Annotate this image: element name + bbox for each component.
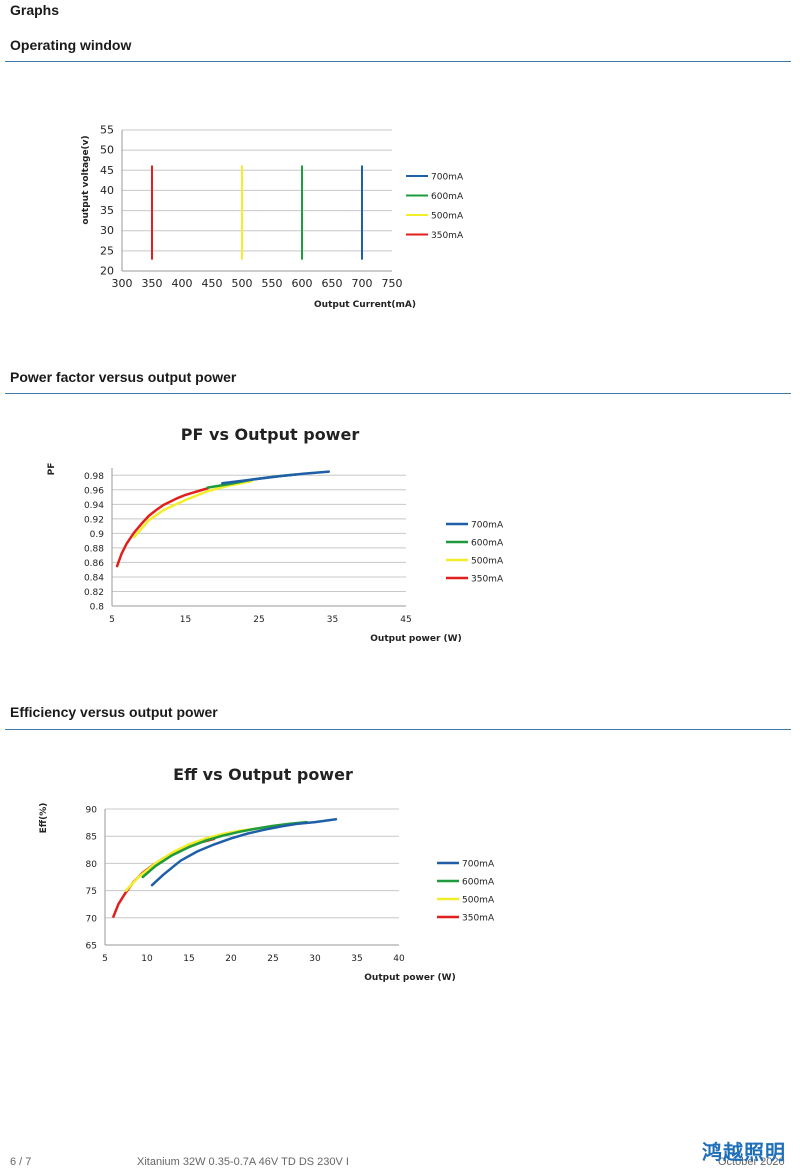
page-heading: Graphs	[10, 2, 60, 18]
y-tick-label: 0.86	[84, 559, 104, 569]
section-divider	[5, 61, 791, 62]
y-tick-label: 0.88	[84, 544, 104, 554]
y-tick-label: 0.96	[84, 486, 104, 496]
legend-label: 350mA	[431, 231, 464, 241]
y-tick-label: 25	[100, 244, 114, 257]
x-tick-label: 550	[262, 277, 283, 290]
legend-label: 600mA	[431, 192, 464, 202]
section-divider	[5, 729, 791, 730]
y-tick-label: 20	[100, 265, 114, 278]
y-tick-label: 55	[100, 124, 114, 137]
eff-vs-output-power-chart: Eff vs Output power 65 70 75 80 85 90 5 10 15 20 25…	[39, 765, 495, 983]
x-tick-label: 5	[102, 954, 108, 964]
section-divider	[5, 393, 791, 394]
x-tick-label: 45	[400, 615, 411, 625]
series-line-500mA	[132, 479, 253, 539]
x-tick-label: 450	[202, 277, 223, 290]
x-tick-label: 25	[267, 954, 278, 964]
x-tick-label: 350	[142, 277, 163, 290]
x-tick-label: 700	[352, 277, 373, 290]
series-line-350mA	[115, 487, 209, 568]
legend-label: 600mA	[471, 539, 504, 549]
y-tick-label: 65	[86, 942, 97, 952]
series-line-700mA	[221, 470, 331, 485]
section-title-operating-window: Operating window	[10, 37, 132, 53]
operating-window-chart: 20 25 30 35 40 45 50 55 300 350 400 450 500 550 600 650…	[81, 124, 464, 311]
x-tick-label: 15	[180, 615, 191, 625]
series-line-700mA	[150, 818, 338, 887]
y-tick-label: 0.8	[90, 603, 105, 613]
y-tick-label: 50	[100, 144, 114, 157]
legend-label: 700mA	[471, 521, 504, 531]
legend-label: 700mA	[431, 173, 464, 183]
legend-label: 500mA	[471, 557, 504, 567]
y-tick-label: 35	[100, 204, 114, 217]
y-axis-label: PF	[47, 463, 57, 476]
y-tick-label: 0.98	[84, 472, 104, 482]
legend-label: 350mA	[471, 575, 504, 585]
pf-vs-output-power-chart: PF vs Output power 0.8 0.82 0.84 0.86 0.88 0.9…	[47, 425, 504, 644]
brand-watermark-logo: 鸿越照明	[702, 1140, 786, 1164]
x-tick-label: 10	[141, 954, 153, 964]
section-title-efficiency: Efficiency versus output power	[10, 704, 218, 720]
y-tick-label: 90	[86, 806, 98, 816]
y-tick-label: 0.84	[84, 573, 104, 583]
x-tick-label: 600	[292, 277, 313, 290]
legend-label: 500mA	[462, 896, 495, 906]
y-axis-label: Eff(%)	[39, 803, 49, 834]
x-tick-label: 500	[232, 277, 253, 290]
legend-label: 700mA	[462, 860, 495, 870]
x-tick-label: 20	[225, 954, 237, 964]
section-title-power-factor: Power factor versus output power	[10, 369, 237, 385]
legend-label: 600mA	[462, 878, 495, 888]
x-tick-label: 650	[322, 277, 343, 290]
x-axis-label: Output Current(mA)	[314, 300, 416, 310]
x-tick-label: 400	[172, 277, 193, 290]
y-tick-label: 40	[100, 184, 114, 197]
y-axis-label: output voltage(v)	[81, 135, 91, 224]
x-tick-label: 30	[309, 954, 321, 964]
chart-title: Eff vs Output power	[173, 765, 353, 784]
x-tick-label: 300	[112, 277, 133, 290]
y-tick-label: 0.9	[90, 530, 105, 540]
chart-title: PF vs Output power	[181, 425, 360, 444]
x-tick-label: 35	[351, 954, 362, 964]
y-tick-label: 80	[86, 860, 98, 870]
legend-label: 500mA	[431, 212, 464, 222]
x-tick-label: 40	[393, 954, 405, 964]
y-tick-label: 0.82	[84, 588, 104, 598]
series-line-600mA	[141, 820, 308, 879]
x-tick-label: 750	[382, 277, 403, 290]
x-axis-label: Output power (W)	[370, 634, 461, 644]
x-axis-label: Output power (W)	[364, 973, 455, 983]
x-tick-label: 25	[253, 615, 264, 625]
footer-page-number: 6 / 7	[10, 1156, 32, 1168]
y-tick-label: 0.94	[84, 501, 104, 511]
y-tick-label: 30	[100, 224, 114, 237]
footer-product-name: Xitanium 32W 0.35-0.7A 46V TD DS 230V I	[137, 1156, 349, 1168]
y-tick-label: 70	[86, 914, 98, 924]
y-tick-label: 85	[86, 833, 97, 843]
x-tick-label: 15	[183, 954, 194, 964]
y-tick-label: 45	[100, 164, 114, 177]
footer-date: October 2020	[718, 1156, 785, 1168]
legend-label: 350mA	[462, 914, 495, 924]
y-tick-label: 75	[86, 887, 97, 897]
x-tick-label: 35	[327, 615, 338, 625]
x-tick-label: 5	[109, 615, 115, 625]
y-tick-label: 0.92	[84, 515, 104, 525]
